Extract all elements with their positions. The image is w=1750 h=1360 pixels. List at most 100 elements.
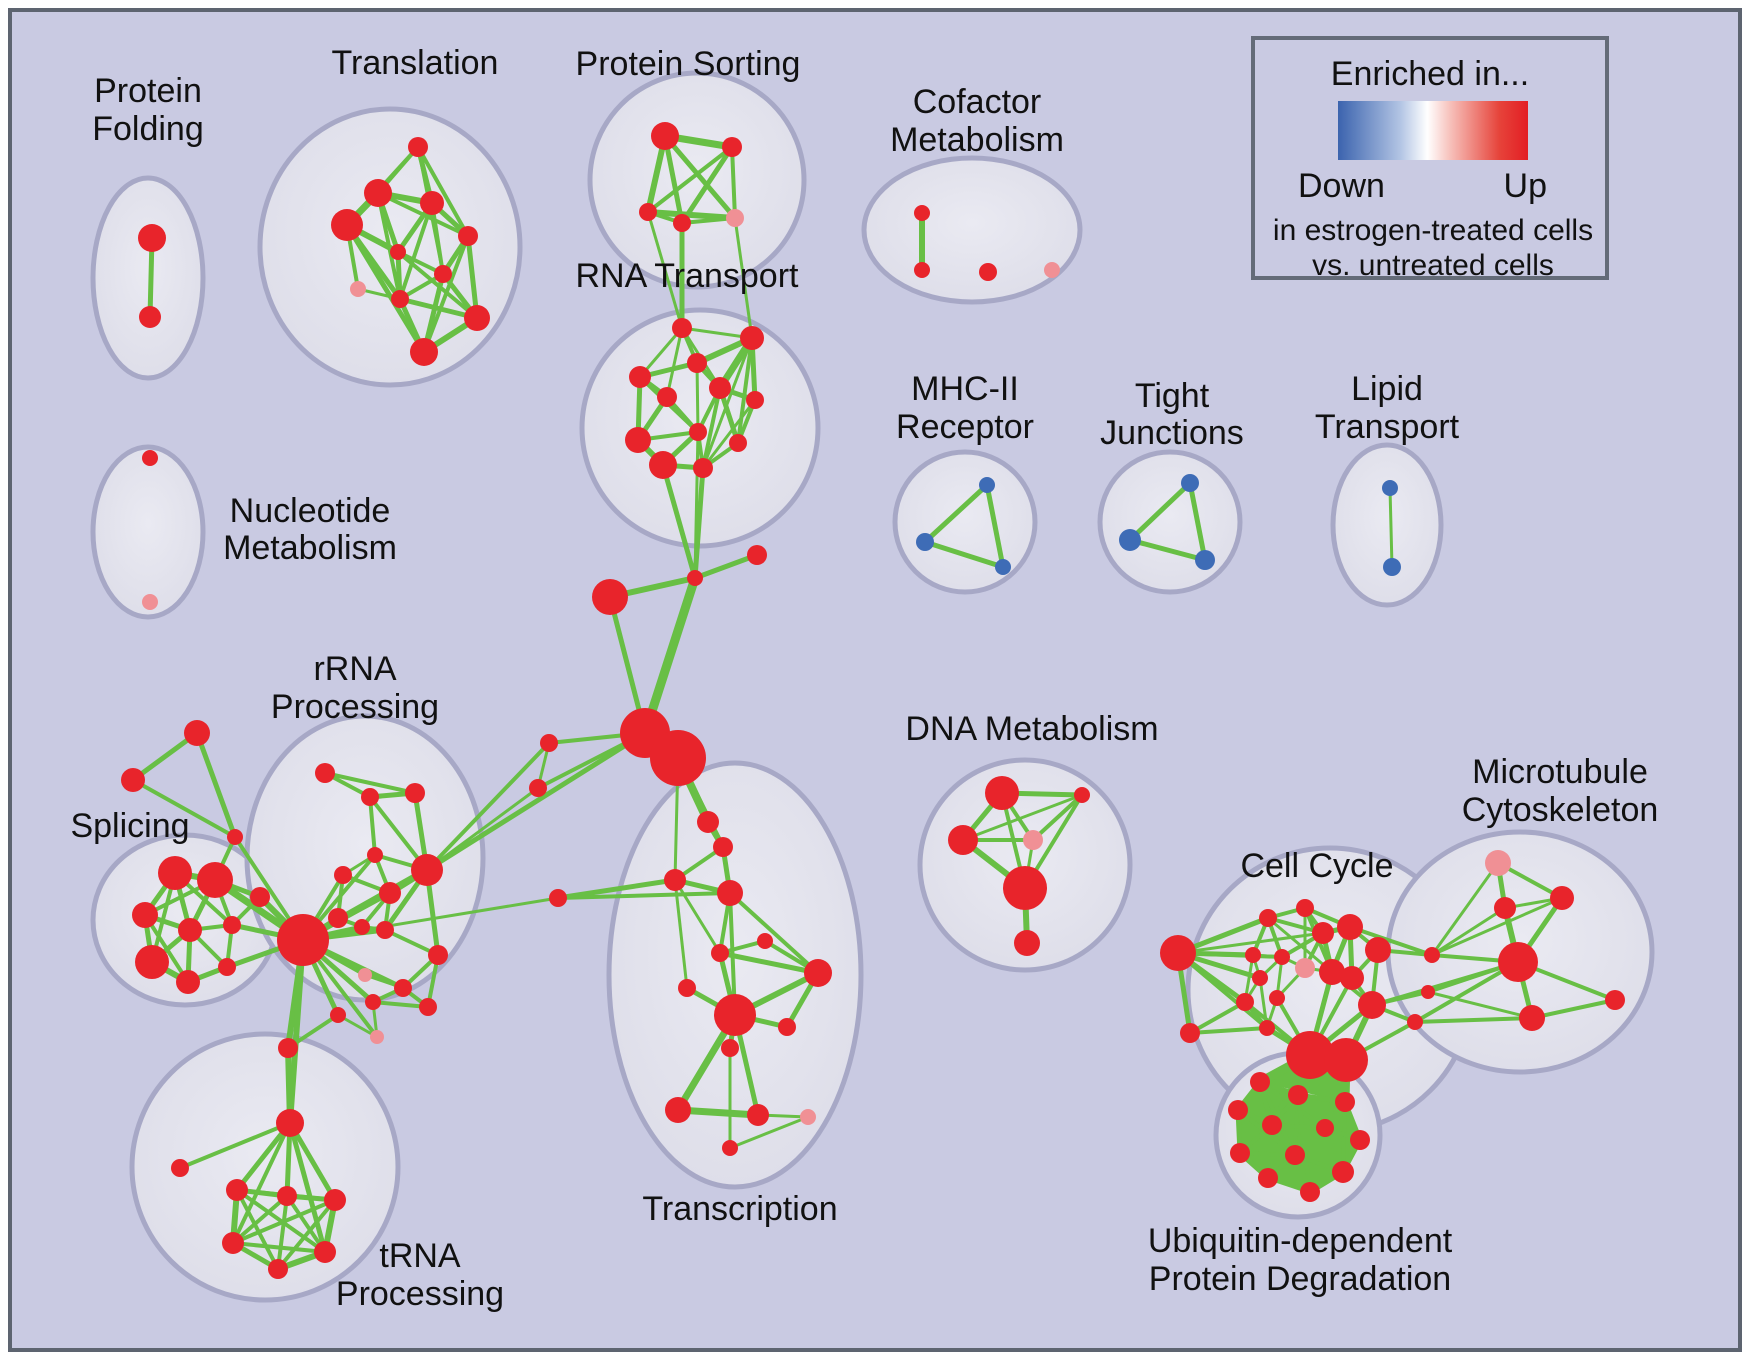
edge-tphub-tp4	[231, 1121, 292, 1245]
node-rp5	[334, 866, 352, 884]
node-t7	[434, 265, 452, 283]
node-sp9	[218, 958, 236, 976]
edge-tphub-tpiso	[178, 1121, 292, 1170]
node-rp3	[405, 783, 425, 803]
cluster-label-lipid-transport: Lipid Transport	[1315, 370, 1460, 446]
node-t10	[464, 305, 490, 331]
node-cc7	[1295, 958, 1315, 978]
node-mt6	[1605, 990, 1625, 1010]
node-cn3	[747, 545, 767, 565]
node-sp3	[132, 902, 158, 928]
node-u11	[1332, 1161, 1354, 1183]
node-cc6	[1274, 949, 1290, 965]
node-sp1	[158, 856, 192, 890]
node-rt12	[693, 458, 713, 478]
node-rp10	[376, 921, 394, 939]
node-tpmid	[278, 1038, 298, 1058]
node-cc8	[1319, 959, 1345, 985]
cluster-shape-dna-metabolism	[917, 757, 1133, 973]
cluster-label-nucleotide-metabolism: Nucleotide Metabolism	[223, 492, 397, 567]
node-trd	[717, 880, 743, 906]
cluster-label-protein-sorting: Protein Sorting	[576, 45, 801, 83]
node-mt5	[1519, 1005, 1545, 1031]
node-cc16	[1358, 991, 1386, 1019]
node-ccr3	[1407, 1014, 1423, 1030]
node-cc3	[1312, 922, 1334, 944]
edge-tj2-tj3	[1127, 537, 1208, 563]
cluster-label-microtubule-cytoskeleton: Microtubule Cytoskeleton	[1462, 753, 1659, 829]
node-cc12	[1269, 990, 1285, 1006]
cluster-shape-protein-sorting	[587, 70, 807, 290]
node-nm1	[142, 450, 158, 466]
node-cc13	[1259, 1020, 1275, 1036]
edge-dm2-dm4	[1031, 793, 1084, 842]
node-rt8	[689, 423, 707, 441]
edge-ln3-trd	[556, 891, 732, 900]
node-rp7	[379, 882, 401, 904]
edge-rt11-cn2	[660, 462, 698, 581]
node-trm	[747, 1104, 769, 1126]
legend-title: Enriched in...	[1331, 55, 1529, 93]
node-ps4	[673, 214, 691, 232]
edge-t5-t10	[465, 233, 480, 321]
edge-rp14-rp17	[371, 1000, 430, 1009]
cluster-label-cell-cycle: Cell Cycle	[1240, 847, 1393, 885]
node-dm4	[1023, 830, 1043, 850]
edge-tj1-tj2	[1127, 480, 1193, 543]
edge-ccr1-mt2	[1430, 896, 1564, 957]
node-lt2	[1383, 558, 1401, 576]
node-dm5	[1003, 866, 1047, 910]
node-u5	[1262, 1115, 1282, 1135]
node-cm2	[914, 262, 930, 278]
node-ccsat	[1160, 935, 1196, 971]
edge-ps3-rt1	[646, 210, 684, 330]
edge-tp3-tp4	[231, 1198, 337, 1245]
edge-ps1-ps4	[662, 133, 685, 226]
node-rp9	[354, 919, 370, 935]
node-trg	[678, 979, 696, 997]
node-tri2	[121, 768, 145, 792]
node-trbig	[714, 994, 756, 1036]
node-tro	[722, 1140, 738, 1156]
edge-rt2-rt10	[736, 336, 754, 445]
node-dm2	[1074, 787, 1090, 803]
edge-tre-trh	[717, 950, 821, 976]
node-trl	[665, 1097, 691, 1123]
edge-ln3-trc	[555, 877, 678, 901]
node-tre	[711, 944, 729, 962]
node-sp7	[135, 945, 169, 979]
edge-t1-t5	[416, 145, 470, 238]
node-tphub	[276, 1109, 304, 1137]
node-sp6	[250, 887, 270, 907]
edge-tp4-tp5	[231, 1241, 327, 1254]
node-tj3	[1195, 550, 1215, 570]
node-sp5	[223, 916, 241, 934]
node-ps3	[639, 203, 657, 221]
node-rt6	[746, 391, 764, 409]
edge-t6-t10	[396, 250, 479, 320]
node-cc11	[1236, 993, 1254, 1011]
node-mt4	[1498, 942, 1538, 982]
node-dm6	[1014, 930, 1040, 956]
edge-t9-t10	[397, 296, 480, 321]
node-cm1	[914, 205, 930, 221]
edge-cn2-cn3	[692, 552, 760, 581]
edge-mh1-mh3	[984, 482, 1006, 570]
node-trf	[757, 933, 773, 949]
node-u6	[1316, 1119, 1334, 1137]
node-hub2	[650, 730, 706, 786]
node-trb	[713, 837, 733, 857]
node-u10	[1258, 1168, 1278, 1188]
node-tp4	[222, 1232, 244, 1254]
edge-tri1-sc	[194, 730, 238, 840]
edge-ccsat2-cc11	[1188, 1000, 1247, 1035]
node-ccsat2	[1180, 1023, 1200, 1043]
node-rt4	[629, 366, 651, 388]
node-mh1	[979, 477, 995, 493]
edge-cn2-hub1	[640, 573, 700, 738]
cluster-label-rna-transport: RNA Transport	[576, 257, 800, 295]
edge-ps2-ps3	[646, 145, 734, 214]
node-mt3	[1494, 897, 1516, 919]
node-u7	[1350, 1130, 1370, 1150]
